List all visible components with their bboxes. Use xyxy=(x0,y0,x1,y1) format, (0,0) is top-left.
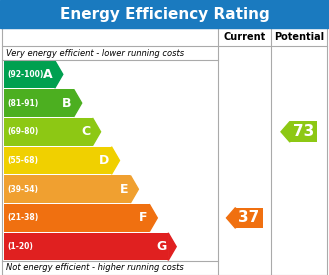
Polygon shape xyxy=(112,147,119,174)
Bar xyxy=(4,233,168,260)
Polygon shape xyxy=(55,60,63,88)
Text: (55-68): (55-68) xyxy=(7,156,38,165)
Text: A: A xyxy=(43,68,53,81)
Polygon shape xyxy=(226,208,236,228)
Polygon shape xyxy=(168,233,176,260)
Text: (1-20): (1-20) xyxy=(7,242,33,251)
Text: Potential: Potential xyxy=(274,32,324,42)
Text: (81-91): (81-91) xyxy=(7,98,38,108)
Text: (39-54): (39-54) xyxy=(7,185,38,194)
Bar xyxy=(4,89,74,117)
Polygon shape xyxy=(74,89,82,117)
Text: Energy Efficiency Rating: Energy Efficiency Rating xyxy=(60,7,269,21)
Bar xyxy=(4,204,149,232)
Text: 73: 73 xyxy=(293,124,314,139)
Bar xyxy=(236,208,263,228)
Text: Not energy efficient - higher running costs: Not energy efficient - higher running co… xyxy=(6,263,184,273)
Polygon shape xyxy=(92,118,101,145)
Text: (21-38): (21-38) xyxy=(7,213,38,222)
Text: G: G xyxy=(156,240,166,253)
Text: (92-100): (92-100) xyxy=(7,70,43,79)
Polygon shape xyxy=(130,175,139,203)
Bar xyxy=(0,0,329,28)
Bar xyxy=(4,147,112,174)
Polygon shape xyxy=(281,122,290,142)
Text: 37: 37 xyxy=(239,210,260,225)
Bar xyxy=(4,118,92,145)
Text: F: F xyxy=(139,211,147,224)
Bar xyxy=(4,60,55,88)
Text: E: E xyxy=(120,183,128,196)
Text: C: C xyxy=(82,125,90,138)
Bar xyxy=(4,175,130,203)
Text: B: B xyxy=(62,97,72,109)
Bar xyxy=(290,122,317,142)
Text: (69-80): (69-80) xyxy=(7,127,38,136)
Bar xyxy=(2,28,327,275)
Text: Very energy efficient - lower running costs: Very energy efficient - lower running co… xyxy=(6,48,184,57)
Text: Current: Current xyxy=(223,32,266,42)
Polygon shape xyxy=(149,204,157,232)
Text: D: D xyxy=(99,154,110,167)
